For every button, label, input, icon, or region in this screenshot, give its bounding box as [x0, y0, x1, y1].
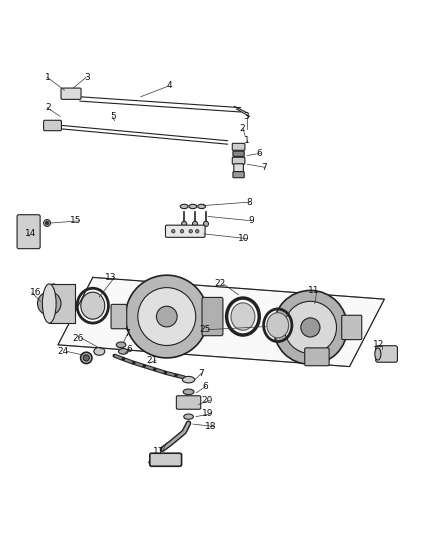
Circle shape: [81, 352, 92, 364]
Text: 10: 10: [238, 234, 250, 243]
Text: 15: 15: [71, 216, 82, 225]
Text: 19: 19: [202, 409, 214, 418]
FancyBboxPatch shape: [233, 172, 244, 177]
Text: 12: 12: [373, 341, 385, 349]
Ellipse shape: [94, 348, 105, 356]
Text: 14: 14: [25, 229, 37, 238]
FancyBboxPatch shape: [150, 453, 182, 466]
Ellipse shape: [183, 389, 194, 394]
Text: 20: 20: [201, 395, 212, 405]
Text: 1: 1: [45, 72, 51, 82]
Text: 17: 17: [153, 447, 165, 456]
Ellipse shape: [189, 204, 197, 208]
Circle shape: [83, 355, 89, 361]
Text: 25: 25: [199, 325, 210, 334]
FancyBboxPatch shape: [44, 120, 61, 131]
Text: 3: 3: [244, 112, 250, 121]
FancyBboxPatch shape: [232, 157, 245, 164]
Ellipse shape: [184, 414, 193, 419]
Text: 26: 26: [73, 334, 84, 343]
Circle shape: [46, 221, 49, 225]
Ellipse shape: [118, 349, 128, 354]
FancyBboxPatch shape: [233, 151, 244, 156]
Text: 6: 6: [126, 345, 132, 354]
FancyBboxPatch shape: [305, 348, 329, 366]
FancyBboxPatch shape: [376, 346, 397, 362]
Text: 21: 21: [147, 356, 158, 365]
Text: 7: 7: [124, 329, 130, 338]
FancyBboxPatch shape: [61, 88, 81, 99]
Circle shape: [172, 230, 175, 233]
Ellipse shape: [183, 376, 194, 383]
Circle shape: [284, 301, 336, 353]
Text: 7: 7: [198, 369, 204, 377]
Circle shape: [138, 288, 196, 345]
Text: 9: 9: [248, 216, 254, 225]
Text: 18: 18: [205, 422, 217, 431]
Ellipse shape: [81, 292, 105, 319]
Circle shape: [54, 123, 57, 127]
Text: 11: 11: [307, 286, 319, 295]
Ellipse shape: [47, 284, 60, 323]
Circle shape: [45, 299, 54, 308]
Circle shape: [125, 275, 208, 358]
Circle shape: [44, 220, 50, 227]
FancyBboxPatch shape: [166, 225, 205, 237]
Text: 4: 4: [167, 82, 173, 91]
Circle shape: [273, 290, 347, 365]
Ellipse shape: [231, 303, 255, 330]
FancyBboxPatch shape: [111, 304, 127, 329]
Ellipse shape: [267, 313, 289, 338]
Text: 16: 16: [30, 288, 41, 297]
Polygon shape: [49, 284, 75, 323]
Ellipse shape: [180, 204, 188, 208]
FancyBboxPatch shape: [234, 164, 244, 172]
Circle shape: [195, 230, 199, 233]
Circle shape: [38, 292, 61, 315]
Circle shape: [180, 230, 184, 233]
FancyBboxPatch shape: [177, 396, 201, 409]
Circle shape: [46, 123, 49, 127]
Text: 13: 13: [105, 273, 117, 282]
Text: 2: 2: [45, 103, 50, 112]
Text: 24: 24: [58, 347, 69, 356]
Circle shape: [192, 221, 198, 227]
Text: 2: 2: [240, 124, 245, 133]
Text: 6: 6: [257, 149, 262, 158]
Text: 1: 1: [244, 136, 250, 145]
Ellipse shape: [42, 284, 56, 323]
Text: 7: 7: [261, 163, 267, 172]
Circle shape: [48, 123, 54, 128]
FancyBboxPatch shape: [232, 143, 245, 150]
Text: 22: 22: [214, 279, 226, 288]
Text: 6: 6: [202, 382, 208, 391]
Circle shape: [49, 123, 53, 127]
Circle shape: [189, 230, 192, 233]
FancyBboxPatch shape: [202, 297, 223, 336]
Circle shape: [65, 90, 72, 97]
FancyBboxPatch shape: [17, 215, 40, 249]
Ellipse shape: [198, 204, 205, 208]
Circle shape: [301, 318, 320, 337]
Circle shape: [203, 221, 208, 227]
Circle shape: [156, 306, 177, 327]
Polygon shape: [58, 277, 385, 367]
Ellipse shape: [375, 348, 381, 360]
FancyBboxPatch shape: [342, 315, 362, 340]
Circle shape: [182, 221, 187, 227]
Text: 8: 8: [246, 198, 252, 207]
Text: 5: 5: [110, 112, 116, 121]
Text: 3: 3: [84, 72, 90, 82]
Ellipse shape: [116, 342, 126, 348]
